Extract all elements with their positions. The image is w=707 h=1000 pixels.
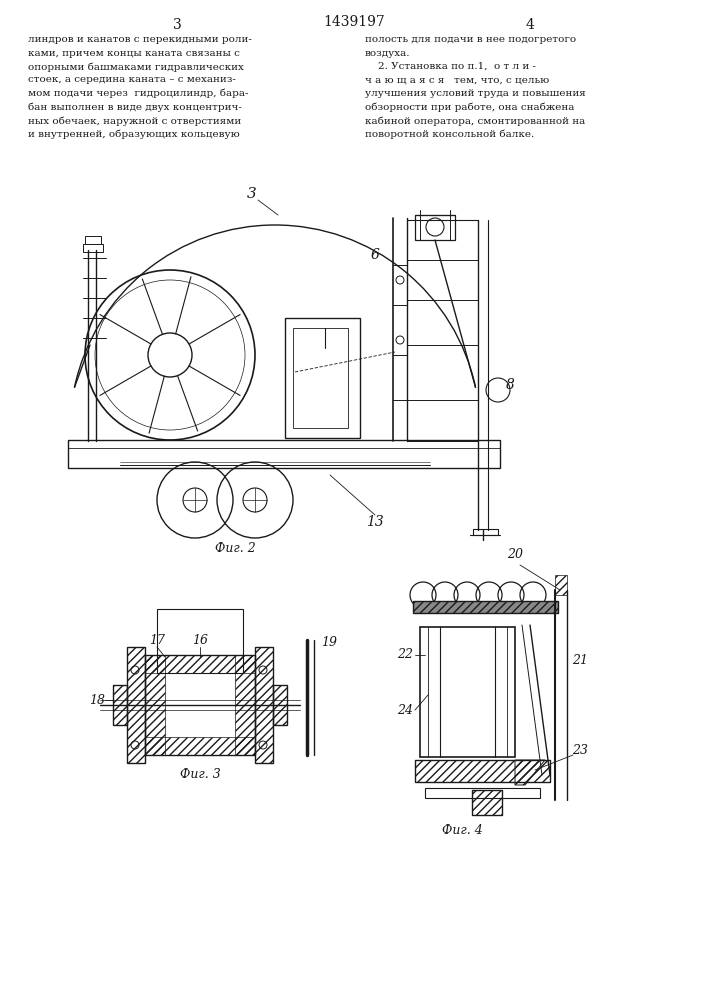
Bar xyxy=(127,647,145,763)
Bar xyxy=(473,529,498,535)
Text: 16: 16 xyxy=(192,634,208,647)
Text: опорными башмаками гидравлических: опорными башмаками гидравлических xyxy=(28,62,244,72)
Bar xyxy=(157,609,243,673)
Text: воздуха.: воздуха. xyxy=(365,48,411,57)
Bar xyxy=(555,575,567,595)
Text: 24: 24 xyxy=(397,704,413,716)
Text: 17: 17 xyxy=(149,634,165,647)
Text: ных обечаек, наружной с отверстиями: ных обечаек, наружной с отверстиями xyxy=(28,116,241,125)
Bar xyxy=(68,440,500,468)
Text: бан выполнен в виде двух концентрич-: бан выполнен в виде двух концентрич- xyxy=(28,103,242,112)
Bar xyxy=(293,328,348,428)
Bar xyxy=(472,790,502,815)
Bar xyxy=(413,601,558,613)
Text: ками, причем концы каната связаны с: ками, причем концы каната связаны с xyxy=(28,48,240,57)
Bar xyxy=(415,760,550,782)
Text: 8: 8 xyxy=(506,378,515,392)
Text: 21: 21 xyxy=(572,654,588,666)
Text: 3: 3 xyxy=(173,18,182,32)
Bar xyxy=(420,627,515,757)
Text: Фиг. 4: Фиг. 4 xyxy=(442,824,482,836)
Bar xyxy=(83,244,103,252)
Text: кабиной оператора, смонтированной на: кабиной оператора, смонтированной на xyxy=(365,116,585,125)
Text: 23: 23 xyxy=(572,744,588,756)
Text: 13: 13 xyxy=(366,515,384,529)
Bar xyxy=(145,655,255,755)
Text: 3: 3 xyxy=(247,187,257,201)
Text: стоек, а середина каната – с механиз-: стоек, а середина каната – с механиз- xyxy=(28,76,236,85)
Bar xyxy=(415,215,455,240)
Bar xyxy=(273,685,287,725)
Bar xyxy=(415,760,550,782)
Bar xyxy=(113,685,127,725)
Bar xyxy=(413,601,558,613)
Bar xyxy=(145,655,255,673)
Bar xyxy=(425,788,540,798)
Bar xyxy=(113,685,127,725)
Text: улучшения условий труда и повышения: улучшения условий труда и повышения xyxy=(365,89,586,98)
Text: 22: 22 xyxy=(397,648,413,662)
Text: и внутренней, образующих кольцевую: и внутренней, образующих кольцевую xyxy=(28,129,240,139)
Text: 1439197: 1439197 xyxy=(323,15,385,29)
Bar xyxy=(235,655,255,755)
Text: 2. Установка по п.1,  о т л и -: 2. Установка по п.1, о т л и - xyxy=(365,62,536,71)
Text: Фиг. 3: Фиг. 3 xyxy=(180,768,221,782)
Bar xyxy=(145,737,255,755)
Bar xyxy=(127,647,145,763)
Bar xyxy=(273,685,287,725)
Bar xyxy=(145,655,165,755)
Text: мом подачи через  гидроцилиндр, бара-: мом подачи через гидроцилиндр, бара- xyxy=(28,89,248,99)
Text: 20: 20 xyxy=(507,548,523,562)
Bar xyxy=(285,318,360,438)
Bar xyxy=(85,236,101,244)
Text: 4: 4 xyxy=(525,18,534,32)
Bar xyxy=(472,790,502,815)
Text: линдров и канатов с перекидными роли-: линдров и канатов с перекидными роли- xyxy=(28,35,252,44)
Text: 18: 18 xyxy=(89,694,105,706)
Bar xyxy=(255,647,273,763)
Text: полость для подачи в нее подогретого: полость для подачи в нее подогретого xyxy=(365,35,576,44)
Text: Фиг. 2: Фиг. 2 xyxy=(215,542,255,554)
Text: 19: 19 xyxy=(321,637,337,650)
Text: обзорности при работе, она снабжена: обзорности при работе, она снабжена xyxy=(365,103,574,112)
Text: ч а ю щ а я с я   тем, что, с целью: ч а ю щ а я с я тем, что, с целью xyxy=(365,76,549,85)
Text: поворотной консольной балке.: поворотной консольной балке. xyxy=(365,129,534,139)
Text: 6: 6 xyxy=(370,248,380,262)
Bar xyxy=(255,647,273,763)
